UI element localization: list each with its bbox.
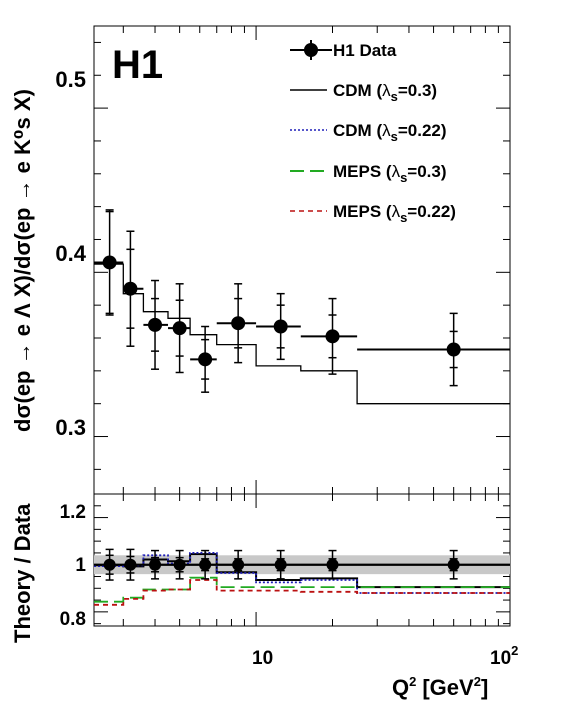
top-data-point <box>123 281 138 296</box>
legend-data-label: H1 Data <box>333 41 397 60</box>
top-data-point <box>172 321 187 336</box>
bottom-data-point <box>232 558 245 571</box>
bottom-model-curves <box>94 552 510 606</box>
top-ytick-label-04: 0.4 <box>55 241 86 266</box>
legend-entry-meps-022: MEPS (λs=0.22) <box>290 202 456 225</box>
top-data-point <box>148 317 163 332</box>
legend-meps-022-label: MEPS (λs=0.22) <box>333 202 456 225</box>
legend-entry-meps-03: MEPS (λs=0.3) <box>290 162 447 185</box>
bottom-curve-cdm-03 <box>94 553 510 589</box>
legend-entry-cdm-03: CDM (λs=0.3) <box>290 81 437 104</box>
bottom-data-point <box>124 558 137 571</box>
top-data-point <box>231 316 246 331</box>
legend-entry-data: H1 Data <box>290 40 397 60</box>
experiment-label: H1 <box>112 43 163 87</box>
bottom-data-points <box>94 548 510 581</box>
legend: H1 Data CDM (λs=0.3) CDM (λs=0.22) MEPS … <box>290 40 456 225</box>
bottom-data-point <box>447 558 460 571</box>
top-data-point <box>325 329 340 344</box>
top-plot-frame <box>93 25 511 495</box>
bottom-curve-meps-022 <box>94 579 510 606</box>
bottom-data-point <box>173 558 186 571</box>
bottom-data-point <box>326 558 339 571</box>
bottom-data-point <box>274 558 287 571</box>
top-ylabel: dσ(ep → e Λ X)/dσ(ep → e K⁰s X) <box>10 89 35 432</box>
top-ytick-label-03: 0.3 <box>55 415 86 440</box>
top-data-point <box>102 255 117 270</box>
bottom-ytick-label-1: 1 <box>75 555 86 576</box>
top-model-curves <box>94 263 510 405</box>
bottom-data-point <box>149 558 162 571</box>
top-data-point <box>273 319 288 334</box>
legend-meps-03-label: MEPS (λs=0.3) <box>333 162 447 185</box>
legend-data-marker <box>304 43 318 57</box>
top-data-point <box>446 342 461 357</box>
top-ytick-label-05: 0.5 <box>55 67 86 92</box>
xlabel: Q2 [GeV2] <box>392 674 488 700</box>
legend-entry-cdm-022: CDM (λs=0.22) <box>290 121 447 144</box>
legend-cdm-022-label: CDM (λs=0.22) <box>333 121 447 144</box>
bottom-curve-meps-03 <box>94 576 510 603</box>
bottom-ytick-label-12: 1.2 <box>60 502 86 523</box>
xtick-label-100: 102 <box>490 643 518 669</box>
top-data-point <box>198 352 213 367</box>
bottom-data-point <box>199 558 212 571</box>
legend-cdm-03-label: CDM (λs=0.3) <box>333 81 437 104</box>
top-data-points <box>94 209 510 393</box>
bottom-ylabel: Theory / Data <box>10 503 35 643</box>
xtick-label-10: 10 <box>252 648 273 669</box>
top-axis-ticks <box>94 26 511 494</box>
bottom-data-point <box>103 558 116 571</box>
bottom-curve-cdm-022 <box>94 552 510 594</box>
bottom-ytick-label-08: 0.8 <box>60 609 86 630</box>
top-curve-cdm-03 <box>94 263 510 405</box>
